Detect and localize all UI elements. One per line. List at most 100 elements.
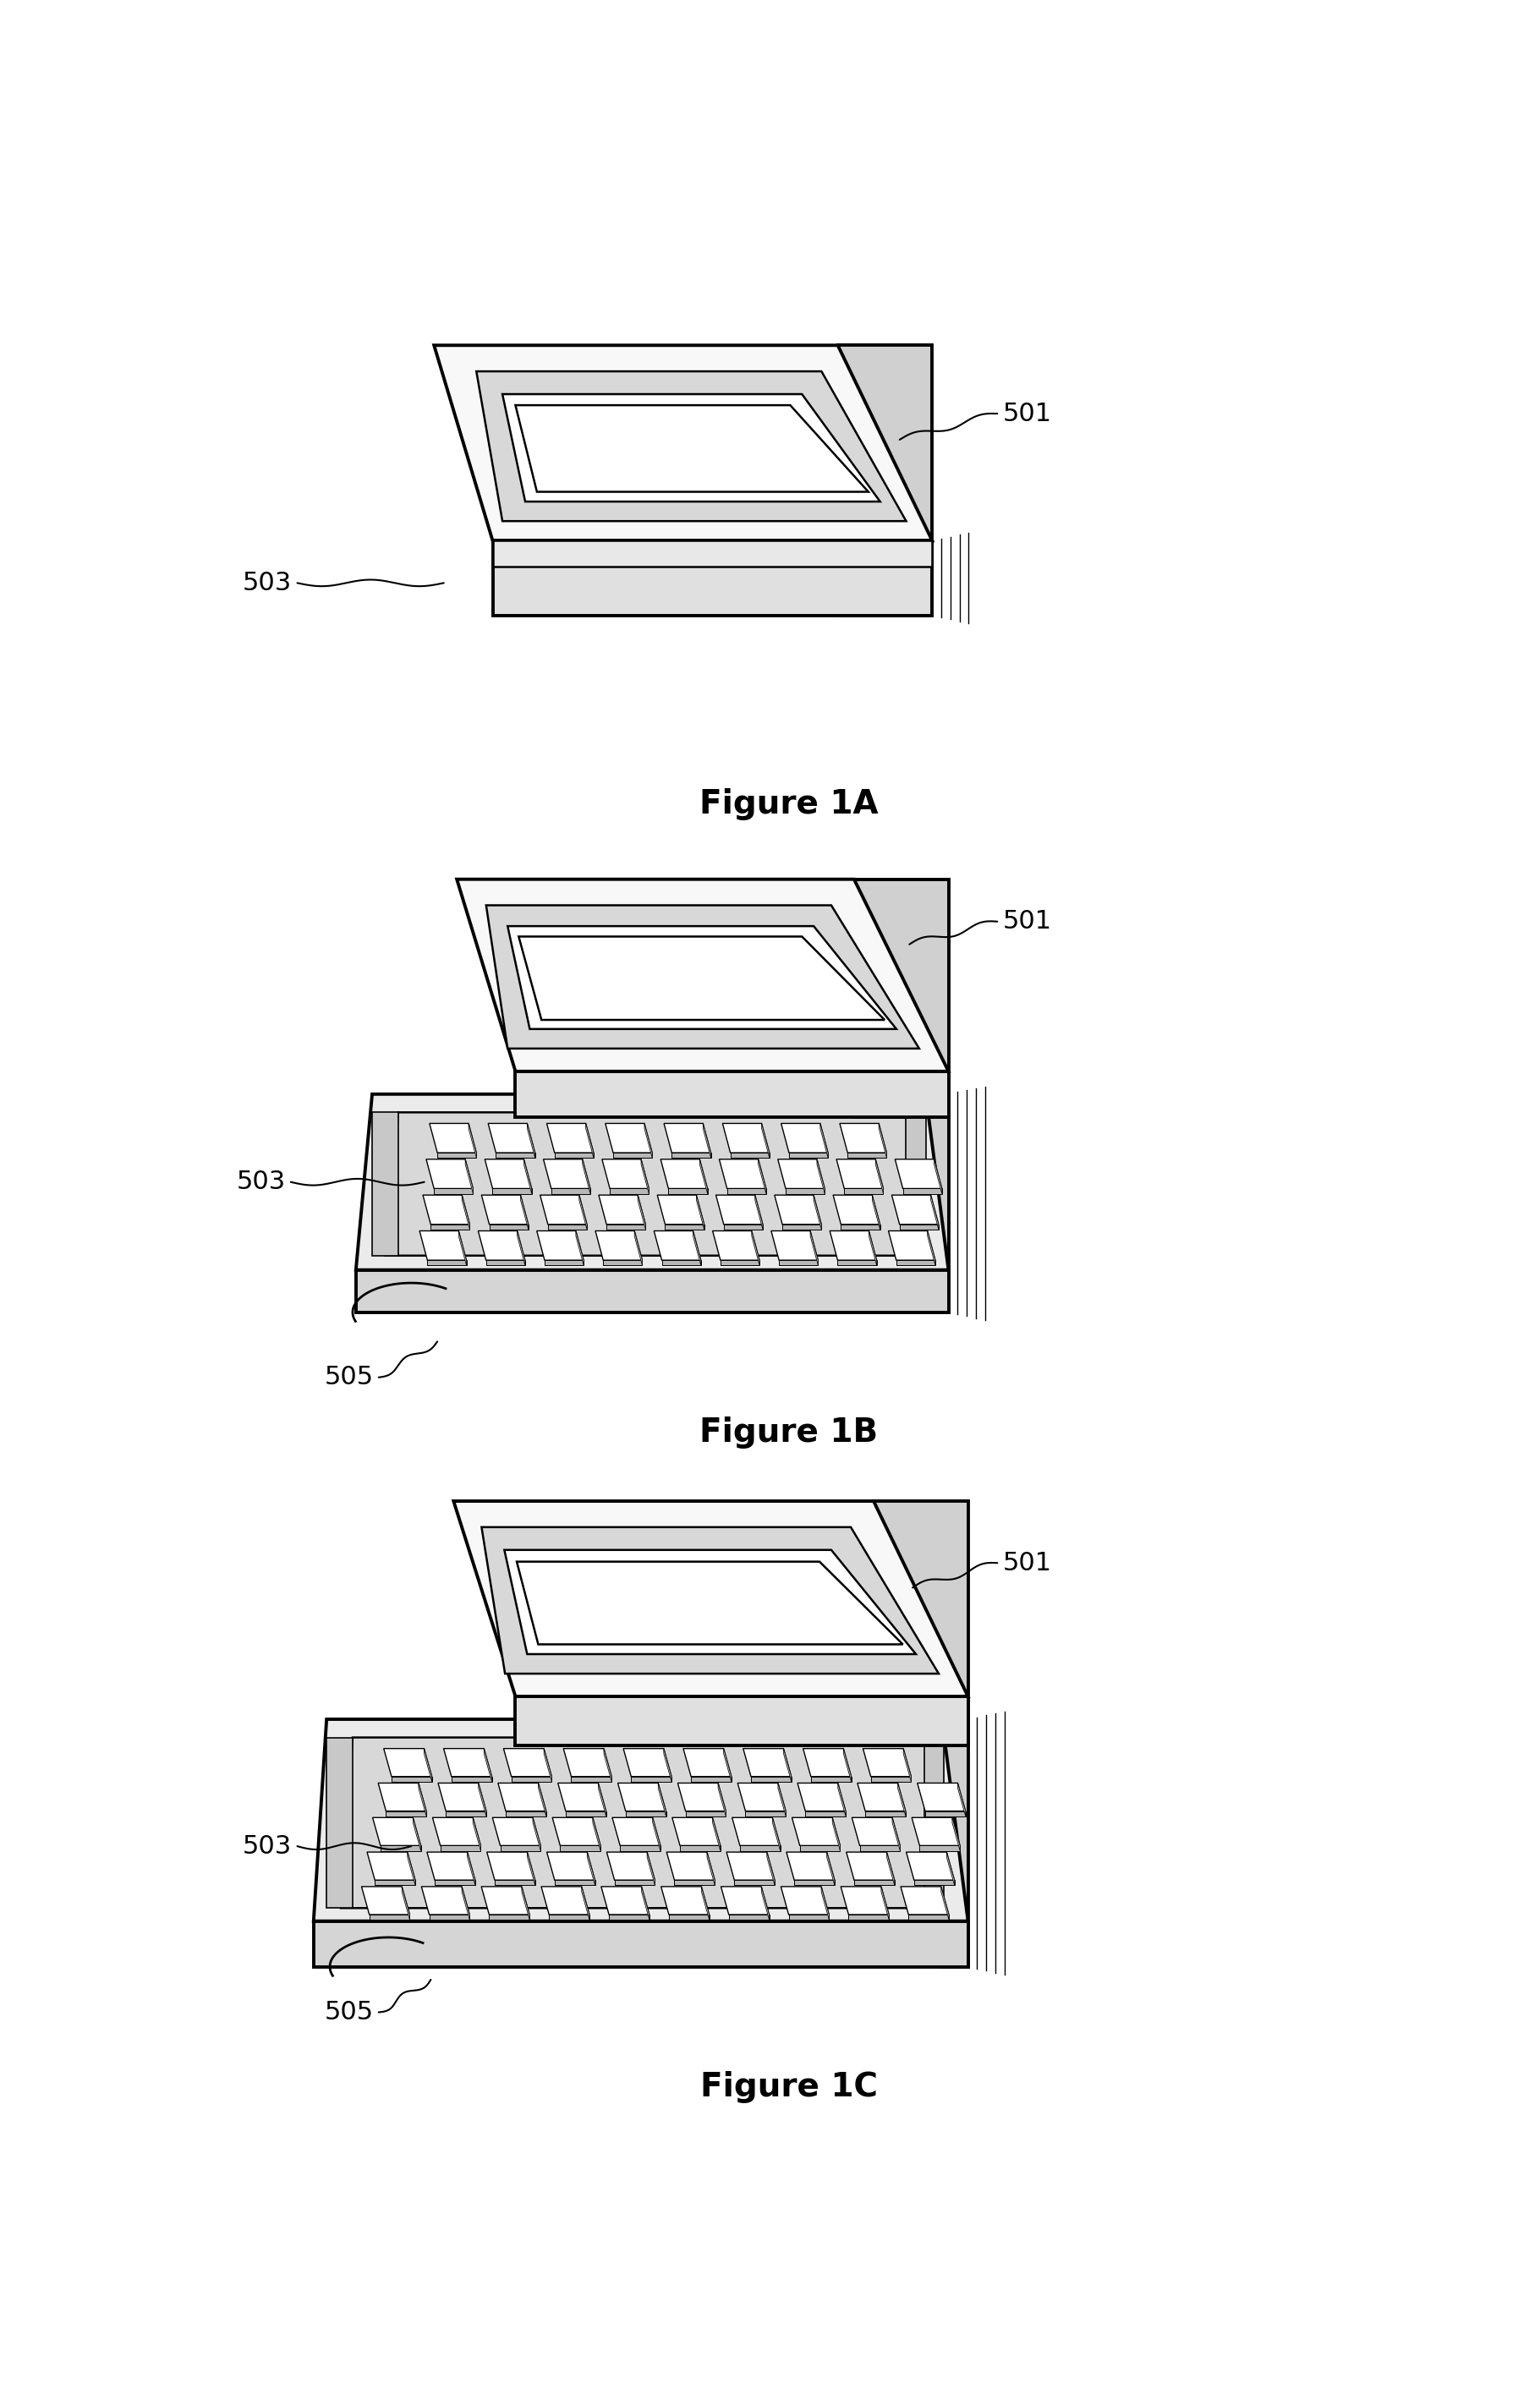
Polygon shape	[519, 936, 884, 1020]
Polygon shape	[901, 1887, 949, 1914]
Polygon shape	[755, 1194, 762, 1230]
Polygon shape	[642, 1887, 650, 1921]
Polygon shape	[484, 1749, 491, 1782]
Polygon shape	[926, 1811, 966, 1816]
Text: Figure 1B: Figure 1B	[699, 1417, 878, 1448]
Text: 503: 503	[236, 1171, 285, 1194]
Polygon shape	[517, 1230, 525, 1266]
Polygon shape	[593, 1818, 601, 1851]
Polygon shape	[447, 1811, 487, 1816]
Polygon shape	[732, 1818, 781, 1847]
Polygon shape	[685, 1811, 725, 1816]
Polygon shape	[778, 1159, 825, 1190]
Polygon shape	[930, 1194, 938, 1230]
Polygon shape	[719, 1159, 765, 1190]
Polygon shape	[787, 1851, 835, 1880]
Polygon shape	[373, 1113, 399, 1257]
Polygon shape	[841, 1223, 879, 1230]
Polygon shape	[604, 1259, 642, 1266]
Polygon shape	[373, 1818, 420, 1847]
Polygon shape	[722, 1123, 770, 1154]
Polygon shape	[462, 1194, 470, 1230]
Polygon shape	[892, 1818, 899, 1851]
Polygon shape	[718, 1782, 725, 1816]
Polygon shape	[833, 1194, 879, 1223]
Polygon shape	[728, 1914, 768, 1921]
Polygon shape	[459, 1230, 467, 1266]
Polygon shape	[488, 1123, 534, 1154]
Polygon shape	[467, 1851, 476, 1885]
Polygon shape	[788, 1914, 829, 1921]
Polygon shape	[858, 1782, 906, 1811]
Polygon shape	[576, 1230, 584, 1266]
Polygon shape	[798, 1782, 845, 1811]
Polygon shape	[892, 1194, 938, 1223]
Polygon shape	[487, 1851, 534, 1880]
Polygon shape	[889, 1230, 935, 1259]
Polygon shape	[721, 1887, 768, 1914]
Polygon shape	[702, 1123, 711, 1159]
Polygon shape	[599, 1194, 645, 1223]
Polygon shape	[380, 1847, 420, 1851]
Polygon shape	[596, 1230, 642, 1259]
Polygon shape	[844, 1190, 884, 1194]
Polygon shape	[482, 1527, 939, 1675]
Polygon shape	[430, 1123, 476, 1154]
Polygon shape	[696, 1194, 704, 1230]
Polygon shape	[693, 1230, 701, 1266]
Polygon shape	[547, 1123, 593, 1154]
Polygon shape	[585, 1123, 593, 1159]
Polygon shape	[915, 1880, 955, 1885]
Polygon shape	[744, 1749, 792, 1777]
Polygon shape	[912, 1818, 959, 1847]
Polygon shape	[904, 1749, 912, 1782]
Polygon shape	[516, 406, 869, 492]
Polygon shape	[607, 1223, 645, 1230]
Polygon shape	[781, 1123, 829, 1154]
Polygon shape	[511, 1777, 551, 1782]
Polygon shape	[795, 1880, 835, 1885]
Polygon shape	[762, 1123, 770, 1159]
Polygon shape	[551, 1190, 590, 1194]
Polygon shape	[607, 1851, 654, 1880]
Polygon shape	[465, 1159, 473, 1194]
Polygon shape	[608, 1914, 650, 1921]
Polygon shape	[785, 1190, 825, 1194]
Polygon shape	[516, 1070, 949, 1118]
Polygon shape	[457, 879, 949, 1070]
Polygon shape	[482, 1194, 528, 1223]
Polygon shape	[621, 1847, 661, 1851]
Polygon shape	[598, 1782, 607, 1816]
Polygon shape	[370, 1914, 410, 1921]
Polygon shape	[624, 1749, 671, 1777]
Polygon shape	[473, 1818, 480, 1851]
Polygon shape	[906, 1851, 955, 1880]
Polygon shape	[654, 1230, 701, 1259]
Polygon shape	[691, 1777, 732, 1782]
Polygon shape	[668, 1190, 707, 1194]
Polygon shape	[487, 1259, 525, 1266]
Polygon shape	[909, 1914, 949, 1921]
Polygon shape	[678, 1782, 725, 1811]
Polygon shape	[601, 1887, 650, 1914]
Polygon shape	[544, 1159, 590, 1190]
Polygon shape	[493, 540, 932, 566]
Polygon shape	[539, 1782, 547, 1816]
Polygon shape	[902, 1190, 942, 1194]
Polygon shape	[387, 1811, 427, 1816]
Polygon shape	[326, 1737, 353, 1909]
Polygon shape	[496, 1154, 534, 1159]
Polygon shape	[516, 1696, 969, 1746]
Polygon shape	[799, 1847, 841, 1851]
Polygon shape	[735, 1880, 775, 1885]
Polygon shape	[675, 1880, 715, 1885]
Polygon shape	[314, 1921, 969, 1966]
Polygon shape	[613, 1154, 653, 1159]
Polygon shape	[664, 1123, 711, 1154]
Text: Figure 1A: Figure 1A	[699, 788, 878, 819]
Polygon shape	[428, 1259, 467, 1266]
Polygon shape	[662, 1259, 701, 1266]
Polygon shape	[812, 1777, 852, 1782]
Polygon shape	[431, 1223, 470, 1230]
Polygon shape	[869, 1230, 876, 1266]
